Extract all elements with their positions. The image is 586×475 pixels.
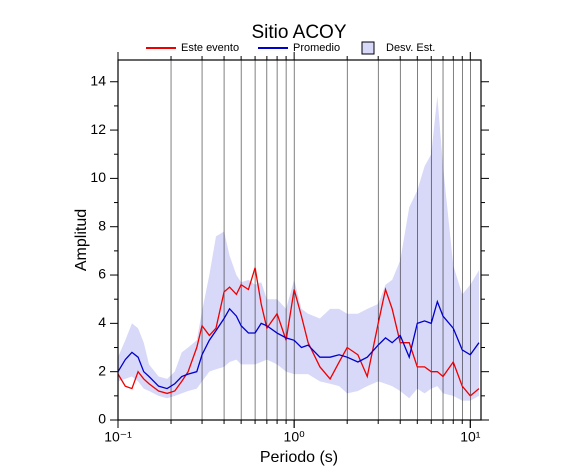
- x-tick-label: 10⁰: [284, 429, 306, 445]
- series-line: [117, 299, 480, 390]
- y-tick-label: 10: [90, 169, 106, 185]
- y-tick-label: 8: [98, 217, 106, 233]
- legend-swatch: [361, 41, 375, 55]
- y-tick-label: 12: [90, 121, 106, 137]
- plot-frame: [117, 59, 482, 421]
- y-axis-label: Amplitud: [73, 209, 90, 271]
- legend-label: Este evento: [181, 42, 239, 54]
- std-band: [118, 96, 479, 401]
- y-tick-label: 0: [98, 411, 106, 427]
- y-tick-label: 4: [98, 314, 106, 330]
- legend-label: Desv. Est.: [386, 42, 435, 54]
- y-tick-label: 14: [90, 72, 106, 88]
- series-line: [117, 267, 480, 397]
- x-tick-label: 10¹: [460, 429, 481, 445]
- y-tick-label: 2: [98, 362, 106, 378]
- legend-label: Promedio: [293, 42, 340, 54]
- chart-title: Sitio ACOY: [251, 22, 346, 43]
- y-tick-label: 6: [98, 266, 106, 282]
- x-axis-label: Periodo (s): [260, 449, 338, 466]
- x-tick-label: 10⁻¹: [104, 429, 132, 445]
